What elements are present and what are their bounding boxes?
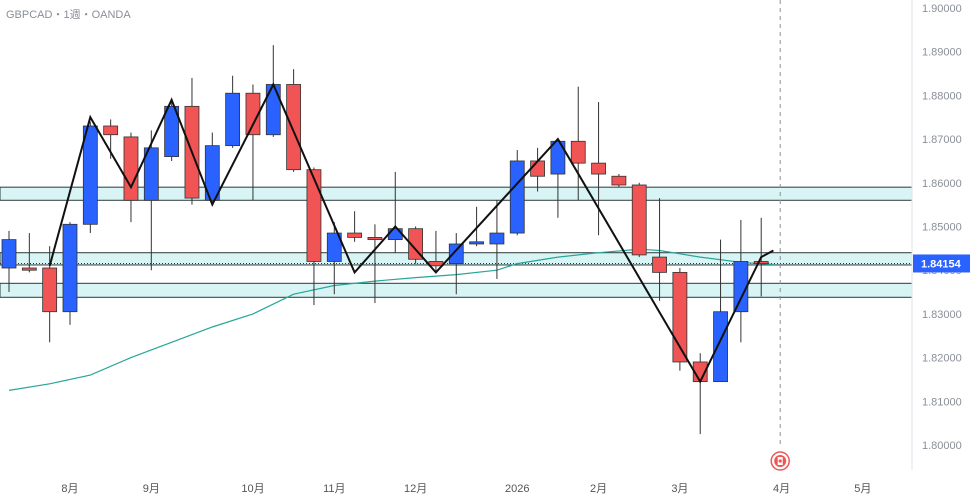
candle-down — [123, 136, 139, 201]
moving-average-line — [8, 248, 774, 391]
separator-dot: ・ — [80, 9, 92, 21]
candle-down — [570, 140, 586, 164]
current-price-label: 1.84154 — [921, 258, 962, 270]
candle-down — [530, 160, 545, 177]
candle-up — [489, 232, 505, 245]
candle-up — [469, 241, 484, 245]
candle-down — [591, 162, 606, 175]
candle-down — [42, 267, 58, 313]
candle-down — [408, 228, 424, 260]
broker-name: OANDA — [91, 9, 131, 21]
x-tick-label: 2月 — [590, 483, 607, 495]
candle-down — [611, 175, 627, 186]
y-tick-label: 1.85000 — [922, 222, 962, 234]
separator-dot: ・ — [52, 9, 64, 21]
candle-down — [428, 261, 444, 267]
y-tick-label: 1.88000 — [922, 90, 962, 102]
candle-up — [143, 147, 159, 201]
x-tick-label: 11月 — [323, 483, 345, 495]
y-tick-label: 1.82000 — [922, 353, 962, 365]
x-tick-label: 12月 — [404, 483, 427, 495]
timeframe-label: 1週 — [63, 9, 81, 21]
current-price-badge — [913, 254, 970, 273]
y-tick-label: 1.89000 — [922, 47, 962, 59]
candle-up — [733, 261, 749, 313]
candle-down — [286, 84, 302, 171]
symbol-legend: GBPCAD・1週・OANDA — [6, 6, 131, 22]
candle-down — [367, 237, 383, 241]
candle-up — [225, 92, 241, 147]
candle-up — [448, 243, 464, 265]
candle-up — [62, 223, 78, 313]
y-tick-label: 1.86000 — [922, 178, 962, 190]
y-tick-label: 1.80000 — [922, 440, 962, 452]
x-tick-label: 10月 — [241, 483, 264, 495]
x-tick-label: 3月 — [671, 483, 688, 495]
y-tick-label: 1.90000 — [922, 3, 962, 15]
y-tick-label: 1.81000 — [922, 396, 962, 408]
candle-down — [347, 232, 363, 238]
x-tick-label: 8月 — [61, 483, 78, 495]
x-tick-label: 2026 — [505, 483, 529, 495]
candle-down — [631, 184, 647, 256]
x-tick-label: 9月 — [143, 483, 160, 495]
candle-up — [1, 239, 17, 269]
candle-down — [103, 125, 119, 136]
candle-down — [245, 92, 261, 136]
x-tick-label: 4月 — [773, 483, 790, 495]
zigzag-line — [48, 82, 774, 384]
candle-up — [713, 311, 728, 383]
symbol-name: GBPCAD — [6, 9, 53, 21]
candle-up — [164, 105, 180, 157]
candle-down — [21, 267, 37, 271]
y-tick-label: 1.87000 — [922, 134, 962, 146]
candle-up — [550, 140, 566, 175]
candle-up — [204, 145, 220, 201]
y-tick-label: 1.83000 — [922, 309, 962, 321]
candle-up — [509, 160, 525, 234]
candle-up — [326, 232, 342, 262]
candle-down — [652, 256, 667, 273]
candle-down — [753, 261, 769, 265]
candle-up — [82, 125, 98, 225]
candle-up — [387, 228, 403, 241]
x-tick-label: 5月 — [854, 483, 871, 495]
candle-down — [306, 169, 322, 262]
canada-flag-icon-leaf — [778, 459, 782, 463]
